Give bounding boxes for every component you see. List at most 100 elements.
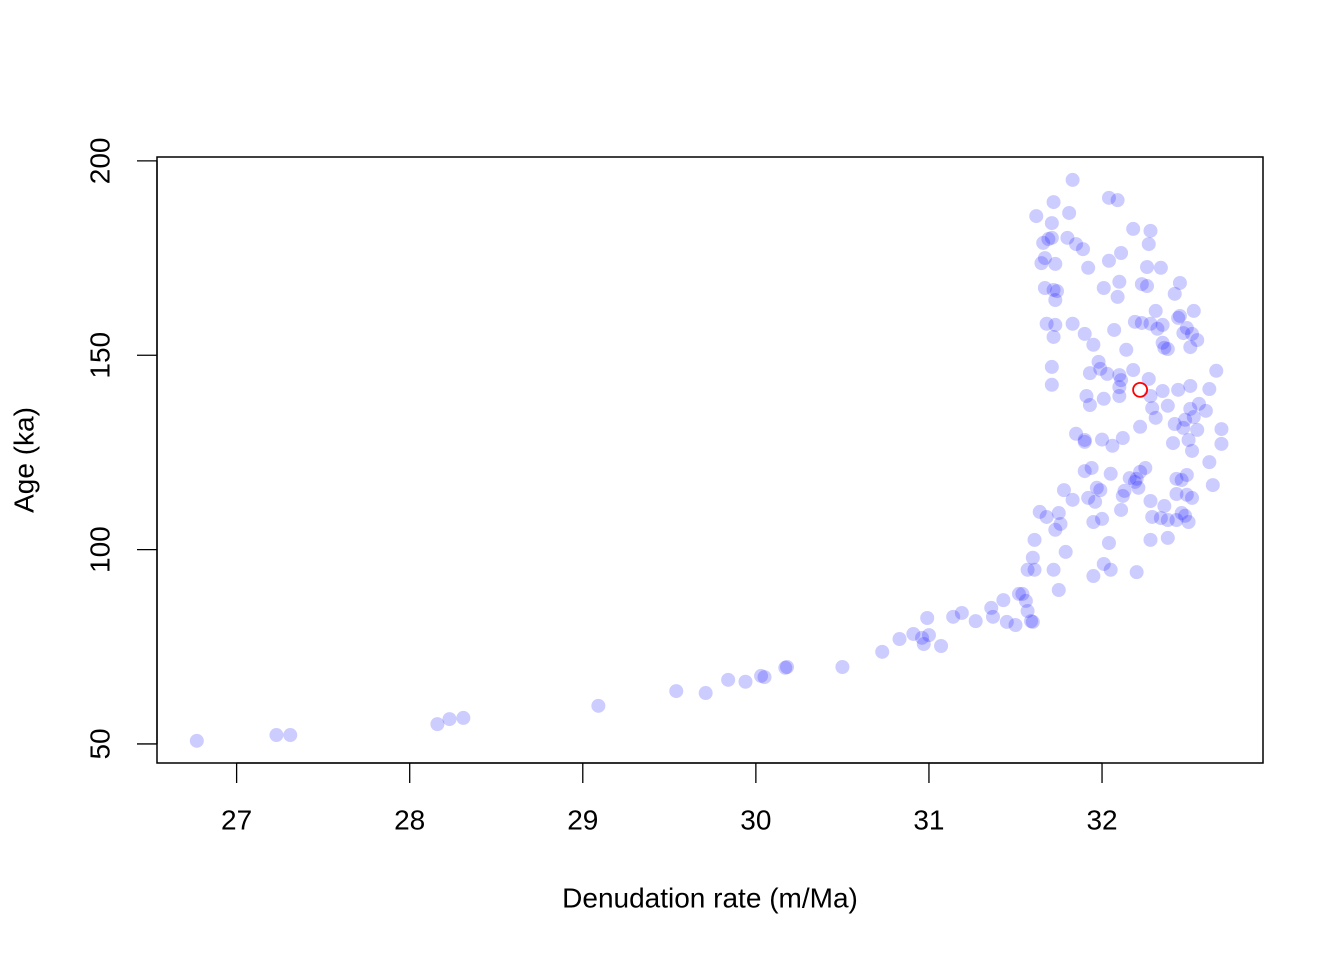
point [1050,284,1065,299]
point [1051,506,1066,521]
point [1046,562,1061,577]
point [1143,389,1158,404]
point [954,605,969,620]
point [778,660,793,675]
point [1051,583,1066,598]
point [1018,593,1033,608]
point [1048,317,1063,332]
point [1145,509,1160,524]
point [1153,260,1168,275]
point [189,733,204,748]
point [1044,377,1059,392]
point [780,659,795,674]
point [1169,471,1184,486]
point [1112,368,1127,383]
x-tick-label: 29 [567,804,598,835]
x-tick-label: 30 [740,804,771,835]
point [1138,460,1153,475]
point [1171,310,1186,325]
point [1069,426,1084,441]
point [1178,412,1193,427]
point [1086,569,1101,584]
point [1155,317,1170,332]
point [1140,279,1155,294]
point [1126,221,1141,236]
point [1100,366,1115,381]
point [1011,586,1026,601]
point [669,684,684,699]
point [921,628,936,643]
point [1093,483,1108,498]
point [1037,251,1052,266]
point [916,637,931,652]
point [1127,474,1142,489]
point [1107,322,1122,337]
point [1086,337,1101,352]
point [1062,205,1077,220]
point [1153,511,1168,526]
point [1185,326,1200,341]
point [1131,480,1146,495]
point [1117,483,1132,498]
point [1091,354,1106,369]
point [1157,340,1172,355]
point [1174,473,1189,488]
point [1171,382,1186,397]
point [1165,436,1180,451]
point [1112,389,1127,404]
point [1160,513,1175,528]
point [1110,193,1125,208]
point [1134,277,1149,292]
point [1181,432,1196,447]
point [1167,417,1182,432]
y-tick-label: 50 [84,728,115,759]
point [1140,260,1155,275]
point [1096,280,1111,295]
point [875,644,890,659]
point [1077,432,1092,447]
point [1114,373,1129,388]
point [1202,455,1217,470]
point [1008,618,1023,633]
point [1155,384,1170,399]
point [1185,443,1200,458]
point [1093,361,1108,376]
point [1060,230,1075,245]
point [1141,371,1156,386]
point [1077,464,1092,479]
point [1134,315,1149,330]
point [1126,363,1141,378]
point [738,674,753,689]
point [1183,340,1198,355]
point [1105,438,1120,453]
point [698,686,713,701]
point [1114,502,1129,517]
x-tick-label: 27 [221,804,252,835]
point [1086,514,1101,529]
point [968,614,983,629]
x-axis-label: Denudation rate (m/Ma) [562,882,858,913]
point [1160,342,1175,357]
point [1027,532,1042,547]
point [1037,280,1052,295]
point [1155,335,1170,350]
point [1029,209,1044,224]
point [1174,506,1189,521]
point [1183,378,1198,393]
point [1209,363,1224,378]
point [1129,471,1144,486]
point [1020,604,1035,619]
point [1129,565,1144,580]
point [757,670,772,685]
point [1110,289,1125,304]
point [1141,237,1156,252]
point [1048,256,1063,271]
point [1053,516,1068,531]
x-tick-label: 32 [1086,804,1117,835]
point [1179,467,1194,482]
plot-frame [156,156,1264,764]
point [1115,431,1130,446]
point [1088,494,1103,509]
point [1119,342,1134,357]
point [1032,504,1047,519]
